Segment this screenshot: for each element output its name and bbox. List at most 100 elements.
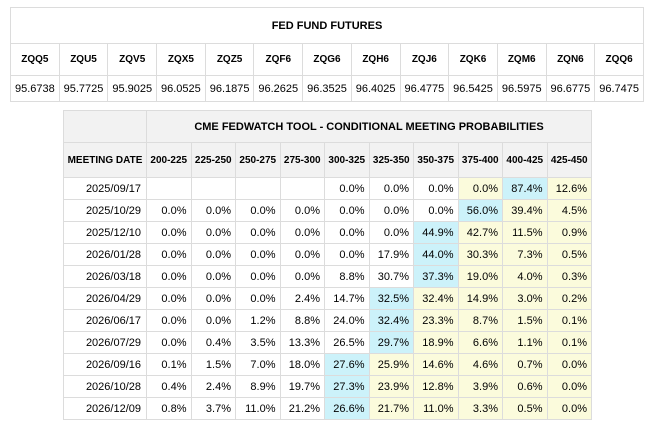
- futures-contract-code: ZQJ6: [399, 43, 450, 76]
- probability-cell: 23.9%: [368, 375, 414, 398]
- probability-cell: 0.0%: [279, 199, 325, 222]
- futures-contract-code: ZQM6: [496, 43, 547, 76]
- probability-cell: 0.6%: [502, 375, 548, 398]
- futures-contract-code: ZQH6: [350, 43, 401, 76]
- probability-cell: 0.0%: [190, 265, 236, 288]
- probability-cell: 23.3%: [413, 309, 459, 332]
- meeting-row: 2026/01/28 0.0% 0.0% 0.0% 0.0% 0.0% 17.9% 44.0%…: [63, 243, 592, 266]
- futures-contract-price: 96.4775: [399, 75, 450, 102]
- meeting-date-header: MEETING DATE: [63, 142, 147, 178]
- probability-cell: 18.0%: [279, 353, 325, 376]
- fed-fund-futures-table: FED FUND FUTURES ZQQ5 ZQU5 ZQV5 ZQX5 ZQZ5 ZQF…: [10, 7, 644, 102]
- probability-cell: 0.0%: [279, 221, 325, 244]
- futures-contract-price: 96.5975: [496, 75, 547, 102]
- meeting-row: 2026/12/09 0.8% 3.7% 11.0% 21.2% 26.6% 21.7% 11…: [63, 397, 592, 420]
- probability-cell: [279, 177, 325, 200]
- meeting-date: 2025/09/17: [63, 177, 147, 200]
- probability-cell: 18.9%: [413, 331, 459, 354]
- probability-cell: 27.3%: [324, 375, 370, 398]
- probability-cell: 44.9%: [413, 221, 459, 244]
- probability-cell: 29.7%: [368, 331, 414, 354]
- probability-cell: 0.0%: [146, 265, 192, 288]
- probability-cell: 0.0%: [235, 243, 281, 266]
- futures-contract-code: ZQU5: [58, 43, 109, 76]
- probability-cell: 32.4%: [368, 309, 414, 332]
- futures-contract-price: 96.1875: [204, 75, 255, 102]
- probability-cell: 8.7%: [457, 309, 503, 332]
- rate-range-header-row: MEETING DATE 200-225 225-250 250-275 275-300…: [63, 142, 592, 178]
- probability-cell: 0.0%: [324, 221, 370, 244]
- meeting-date: 2026/09/16: [63, 353, 147, 376]
- probability-cell: 0.0%: [190, 243, 236, 266]
- probability-cell: 0.5%: [546, 243, 592, 266]
- probability-cell: 0.0%: [368, 177, 414, 200]
- probability-cell: 6.6%: [457, 331, 503, 354]
- probability-cell: 0.5%: [502, 397, 548, 420]
- meeting-date: 2026/04/29: [63, 287, 147, 310]
- probability-cell: 0.0%: [190, 221, 236, 244]
- probability-cell: 32.5%: [368, 287, 414, 310]
- probability-cell: 27.6%: [324, 353, 370, 376]
- futures-contract-price: 96.0525: [156, 75, 206, 102]
- probability-cell: 19.0%: [457, 265, 503, 288]
- futures-contract-price: 96.6775: [545, 75, 596, 102]
- probability-cell: 3.7%: [190, 397, 236, 420]
- probability-cell: 13.3%: [279, 331, 325, 354]
- rate-range-header: 250-275: [235, 142, 281, 178]
- probability-cell: 0.4%: [146, 375, 192, 398]
- meeting-date: 2026/06/17: [63, 309, 147, 332]
- probability-cell: 0.0%: [546, 353, 592, 376]
- probability-cell: 0.0%: [235, 199, 281, 222]
- probability-cell: 17.9%: [368, 243, 414, 266]
- futures-codes-row: ZQQ5 ZQU5 ZQV5 ZQX5 ZQZ5 ZQF6 ZQG6 ZQH6 ZQJ6 ZQK6…: [10, 43, 644, 76]
- probability-cell: 7.3%: [502, 243, 548, 266]
- probability-cell: 3.0%: [502, 287, 548, 310]
- futures-contract-price: 95.6738: [10, 75, 60, 102]
- futures-contract-code: ZQG6: [302, 43, 352, 76]
- probability-cell: 0.8%: [146, 397, 192, 420]
- meeting-row: 2026/04/29 0.0% 0.0% 0.0% 2.4% 14.7% 32.5% 32.4…: [63, 287, 592, 310]
- probability-cell: [146, 177, 192, 200]
- rate-range-header: 400-425: [502, 142, 548, 178]
- probability-cell: 21.7%: [368, 397, 414, 420]
- probability-cell: 0.0%: [324, 177, 370, 200]
- probability-cell: 0.0%: [279, 265, 325, 288]
- probability-cell: 39.4%: [502, 199, 548, 222]
- futures-contract-code: ZQK6: [448, 43, 498, 76]
- futures-contract-price: 95.7725: [58, 75, 109, 102]
- probability-cell: 87.4%: [502, 177, 548, 200]
- rate-range-header: 350-375: [413, 142, 459, 178]
- probability-cell: 1.2%: [235, 309, 281, 332]
- probability-cell: 11.0%: [413, 397, 459, 420]
- probability-cell: 0.2%: [546, 287, 592, 310]
- meeting-date: 2026/07/29: [63, 331, 147, 354]
- meeting-date: 2026/10/28: [63, 375, 147, 398]
- meeting-row: 2025/10/29 0.0% 0.0% 0.0% 0.0% 0.0% 0.0% 0.0% 56…: [63, 199, 592, 222]
- probability-cell: 0.9%: [546, 221, 592, 244]
- rate-range-header: 225-250: [190, 142, 236, 178]
- probability-cell: 8.8%: [324, 265, 370, 288]
- probability-cell: 14.6%: [413, 353, 459, 376]
- meeting-row: 2026/09/16 0.1% 1.5% 7.0% 18.0% 27.6% 25.9% 14.…: [63, 353, 592, 376]
- probability-cell: 0.0%: [146, 199, 192, 222]
- fedwatch-probability-table: CME FEDWATCH TOOL - CONDITIONAL MEETING …: [63, 110, 592, 420]
- rate-range-header: 300-325: [324, 142, 370, 178]
- meeting-date: 2025/10/29: [63, 199, 147, 222]
- probability-cell: 0.0%: [235, 221, 281, 244]
- futures-contract-price: 96.4025: [350, 75, 401, 102]
- futures-contract-price: 96.3525: [302, 75, 352, 102]
- probability-cell: 0.4%: [190, 331, 236, 354]
- futures-contract-code: ZQF6: [253, 43, 304, 76]
- probability-cell: 0.0%: [546, 397, 592, 420]
- probability-cell: 0.0%: [235, 265, 281, 288]
- probability-cell: 0.0%: [413, 199, 459, 222]
- probability-cell: 0.0%: [368, 199, 414, 222]
- futures-contract-price: 95.9025: [107, 75, 158, 102]
- probability-cell: 0.0%: [190, 287, 236, 310]
- meeting-row: 2026/06/17 0.0% 0.0% 1.2% 8.8% 24.0% 32.4% 23.3…: [63, 309, 592, 332]
- probability-cell: 14.9%: [457, 287, 503, 310]
- probability-cell: 0.0%: [413, 177, 459, 200]
- probability-cell: 0.0%: [324, 243, 370, 266]
- rate-range-header: 325-350: [368, 142, 414, 178]
- probability-cell: 24.0%: [324, 309, 370, 332]
